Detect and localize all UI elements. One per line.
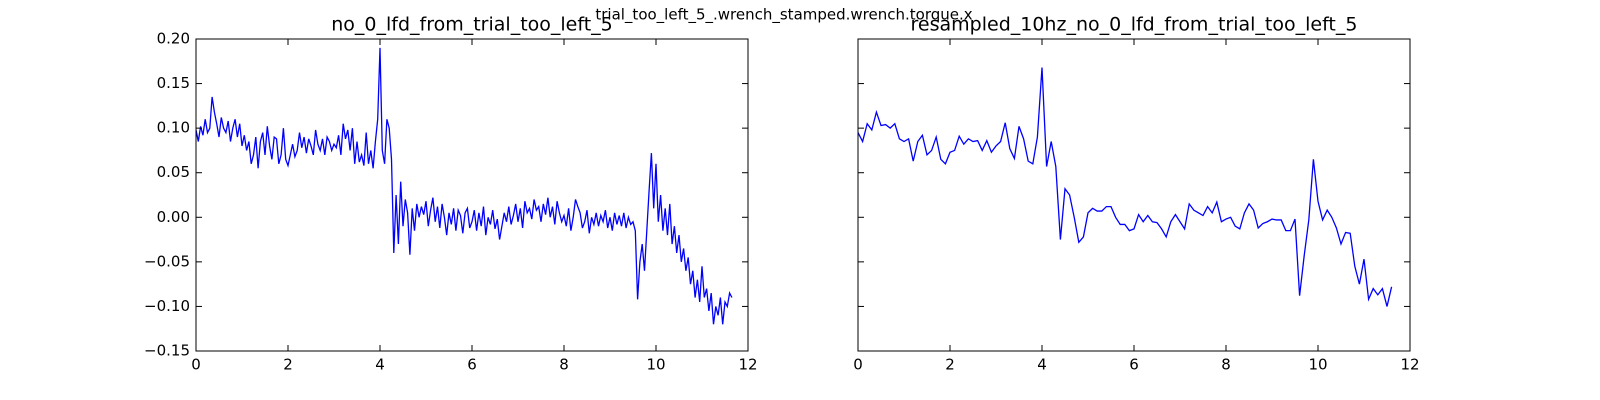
y-tick-label: 0.15 <box>157 74 190 92</box>
x-tick-label: 2 <box>945 356 955 374</box>
data-line <box>196 47 733 325</box>
x-tick-label: 0 <box>191 356 201 374</box>
y-tick-label: 0.00 <box>157 208 190 226</box>
x-tick-label: 12 <box>1400 356 1419 374</box>
x-tick-label: 6 <box>467 356 477 374</box>
axes-title: resampled_10hz_no_0_lfd_from_trial_too_l… <box>911 14 1358 36</box>
x-tick-label: 4 <box>375 356 385 374</box>
y-tick-label: 0.20 <box>157 30 190 48</box>
x-tick-label: 8 <box>559 356 569 374</box>
x-tick-label: 12 <box>738 356 757 374</box>
y-tick-label: 0.05 <box>157 163 190 181</box>
subplot: no_0_lfd_from_trial_too_left_5 0 2 4 6 8 10 12 −… <box>144 14 758 374</box>
x-tick-label: 2 <box>283 356 293 374</box>
x-tick-label: 6 <box>1129 356 1139 374</box>
x-tick-label: 8 <box>1221 356 1231 374</box>
subplot: resampled_10hz_no_0_lfd_from_trial_too_l… <box>853 14 1419 374</box>
y-tick-label: −0.15 <box>144 342 190 360</box>
axes-title: no_0_lfd_from_trial_too_left_5 <box>331 14 613 36</box>
data-line <box>858 67 1393 307</box>
y-tick-label: −0.05 <box>144 252 190 270</box>
figure-title: trial_too_left_5_.wrench_stamped.wrench.… <box>595 6 972 25</box>
y-tick-label: −0.10 <box>144 297 190 315</box>
x-tick-label: 10 <box>1308 356 1327 374</box>
x-tick-label: 4 <box>1037 356 1047 374</box>
x-tick-label: 10 <box>646 356 665 374</box>
x-tick-label: 0 <box>853 356 863 374</box>
y-tick-label: 0.10 <box>157 119 190 137</box>
